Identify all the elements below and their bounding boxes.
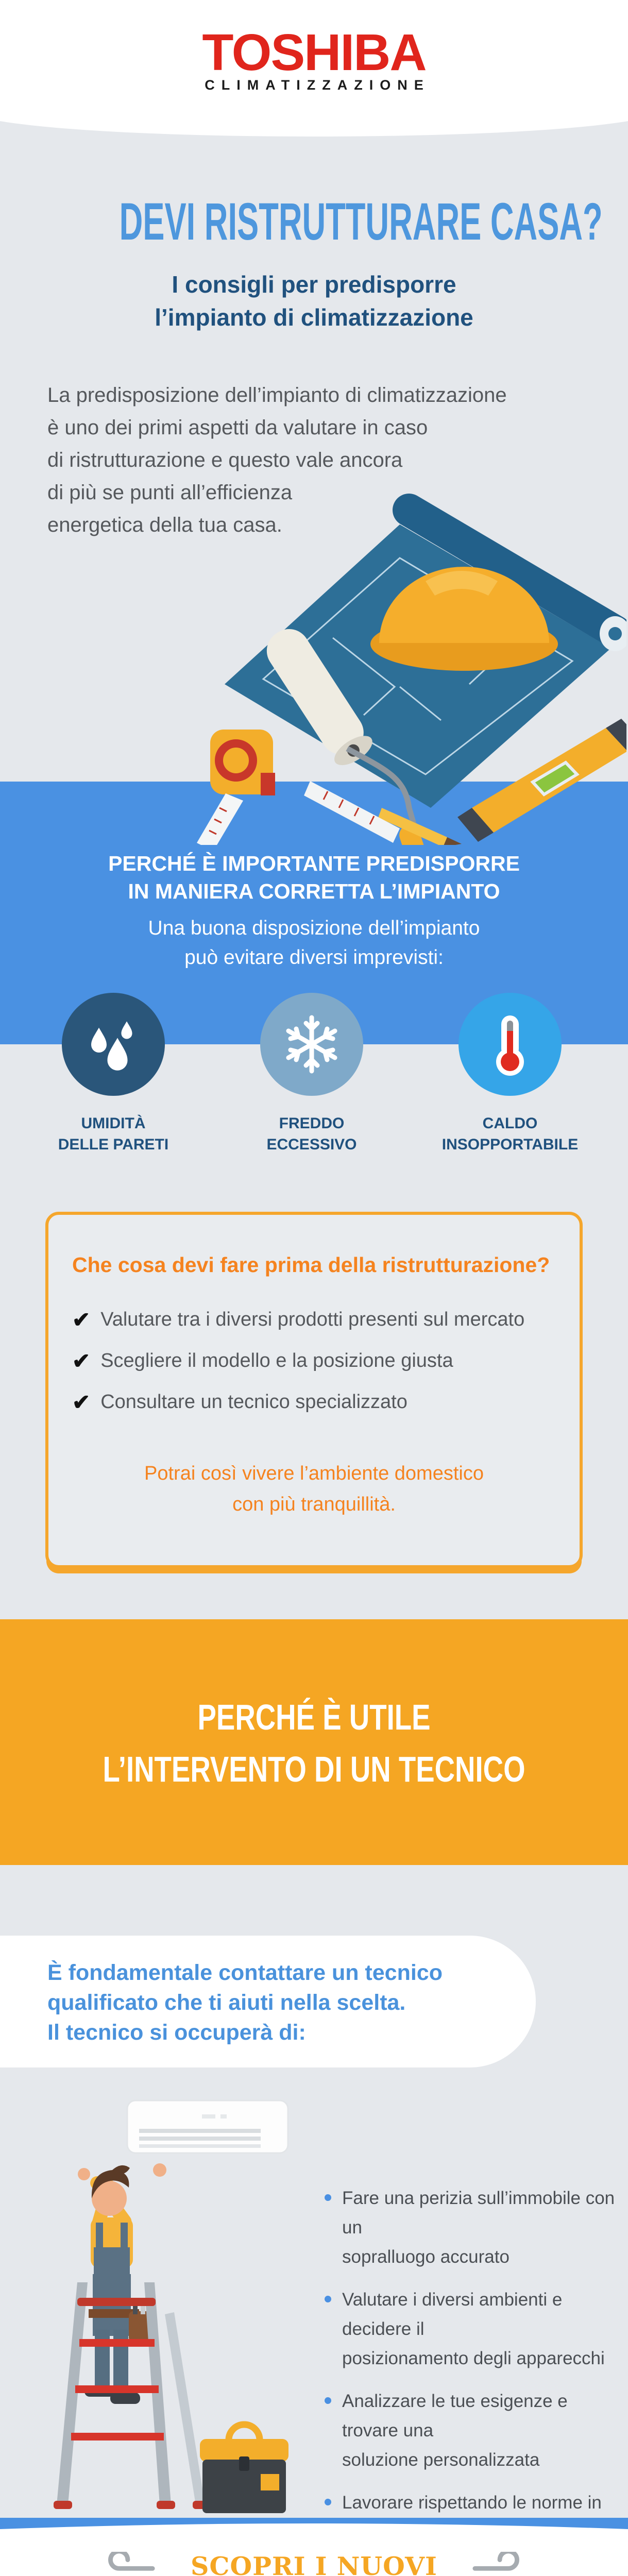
risk-humidity-badge [62,993,165,1096]
intro-paragraph: La predisposizione dell’impianto di clim… [47,379,557,541]
risk-label-line: CALDO [482,1115,538,1132]
check-icon: ✔ [72,1349,91,1373]
task-line: Valutare i diversi ambienti e decidere i… [342,2290,563,2339]
importance-title-line: PERCHÉ È IMPORTANTE PREDISPORRE [108,852,520,875]
task-line: sopralluogo accurato [342,2247,510,2267]
checklist-item: ✔ Valutare tra i diversi prodotti presen… [72,1309,567,1331]
checklist-item-text: Consultare un tecnico specializzato [100,1391,408,1413]
page-title: DEVI RISTRUTTURARE CASA? [119,192,603,251]
intro-line: La predisposizione dell’impianto di clim… [47,384,507,406]
bullet-dot-icon [325,2499,331,2505]
bullet-dot-icon [325,2397,331,2404]
header [0,0,628,118]
checklist-closing-line: Potrai così vivere l’ambiente domestico [144,1463,484,1484]
snowflake-icon [286,1015,337,1074]
bullet-dot-icon [325,2296,331,2302]
check-icon: ✔ [72,1308,91,1332]
toshiba-logo: TOSHIBA [202,24,427,81]
intro-line: è uno dei primi aspetti da valutare in c… [47,416,428,439]
importance-title: PERCHÉ È IMPORTANTE PREDISPORRE IN MANIE… [0,850,628,905]
intro-line: energetica della tua casa. [47,514,282,536]
risk-heat-label: CALDO INSOPPORTABILE [412,1113,608,1155]
page-subtitle-line: l’impianto di climatizzazione [155,304,473,331]
risk-label-line: UMIDITÀ [81,1115,146,1132]
importance-subtitle-line: può evitare diversi imprevisti: [184,946,444,969]
wind-icon [108,2552,155,2571]
risk-label-line: DELLE PARETI [58,1136,169,1153]
header-curve [0,118,628,137]
risk-humidity-label: UMIDITÀ DELLE PARETI [15,1113,211,1155]
task-item: Analizzare le tue esigenze e trovare una… [325,2386,621,2475]
risk-cold-label: FREDDO ECCESSIVO [214,1113,410,1155]
thermometer-icon [496,1015,524,1076]
wind-icon [472,2552,519,2571]
intro-line: di ristrutturazione e questo vale ancora [47,449,403,471]
water-drops-icon [91,1021,132,1071]
footer: SCOPRI I NUOVI CLIMATIZZATORI visita www… [0,2518,628,2576]
task-item: Valutare i diversi ambienti e decidere i… [325,2285,621,2373]
checklist-card: Che cosa devi fare prima della ristruttu… [45,1212,583,1568]
importance-subtitle-line: Una buona disposizione dell’impianto [148,917,480,939]
task-item: Fare una perizia sull’immobile con un so… [325,2183,621,2272]
bubble-line: qualificato che ti aiuti nella scelta. [47,1990,406,2015]
task-line: Fare una perizia sull’immobile con un [342,2188,615,2238]
risk-label-line: ECCESSIVO [266,1136,357,1153]
intro-line: di più se punti all’efficienza [47,481,293,504]
risk-heat-badge [459,993,562,1096]
technician-band-title: PERCHÉ È UTILE L’INTERVENTO DI UN TECNIC… [69,1691,559,1795]
technician-band: PERCHÉ È UTILE L’INTERVENTO DI UN TECNIC… [0,1619,628,1865]
checklist-item-text: Valutare tra i diversi prodotti presenti… [100,1309,525,1330]
footer-lens-shape [0,2523,628,2576]
cta-text: SCOPRI I NUOVI CLIMATIZZATORI [0,2550,628,2576]
bubble-line: È fondamentale contattare un tecnico [47,1960,443,1985]
task-line: posizionamento degli apparecchi [342,2348,605,2368]
blueprint-tools-illustration [197,494,626,845]
technician-task-list: Fare una perizia sull’immobile con un so… [325,2183,621,2576]
checklist-item: ✔ Scegliere il modello e la posizione gi… [72,1350,567,1372]
checklist-item-text: Scegliere il modello e la posizione gius… [100,1350,453,1371]
page-subtitle: I consigli per predisporre l’impianto di… [0,268,628,334]
checklist-title: Che cosa devi fare prima della ristruttu… [72,1253,550,1277]
toshiba-subbrand: CLIMATIZZAZIONE [205,77,430,93]
checklist-closing: Potrai così vivere l’ambiente domestico … [48,1458,580,1520]
task-line: Analizzare le tue esigenze e trovare una [342,2391,568,2441]
page-subtitle-line: I consigli per predisporre [172,271,456,298]
bubble-text: È fondamentale contattare un tecnico qua… [47,1958,511,2047]
risk-label-line: FREDDO [279,1115,345,1132]
band-title-line: L’INTERVENTO DI UN TECNICO [103,1749,525,1789]
importance-title-line: IN MANIERA CORRETTA L’IMPIANTO [128,879,500,903]
checklist-item: ✔ Consultare un tecnico specializzato [72,1391,567,1414]
technician-illustration [54,2099,289,2513]
risk-cold-badge [260,993,363,1096]
band-title-line: PERCHÉ È UTILE [197,1697,431,1737]
bubble-callout [0,1936,536,2067]
task-line: soluzione personalizzata [342,2450,540,2470]
importance-subtitle: Una buona disposizione dell’impianto può… [0,913,628,972]
risk-label-line: INSOPPORTABILE [442,1136,579,1153]
checklist-closing-line: con più tranquillità. [232,1494,396,1515]
check-icon: ✔ [72,1390,91,1414]
bullet-dot-icon [325,2194,331,2201]
bubble-line: Il tecnico si occuperà di: [47,2020,306,2045]
cta-line: SCOPRI I NUOVI [191,2551,437,2576]
